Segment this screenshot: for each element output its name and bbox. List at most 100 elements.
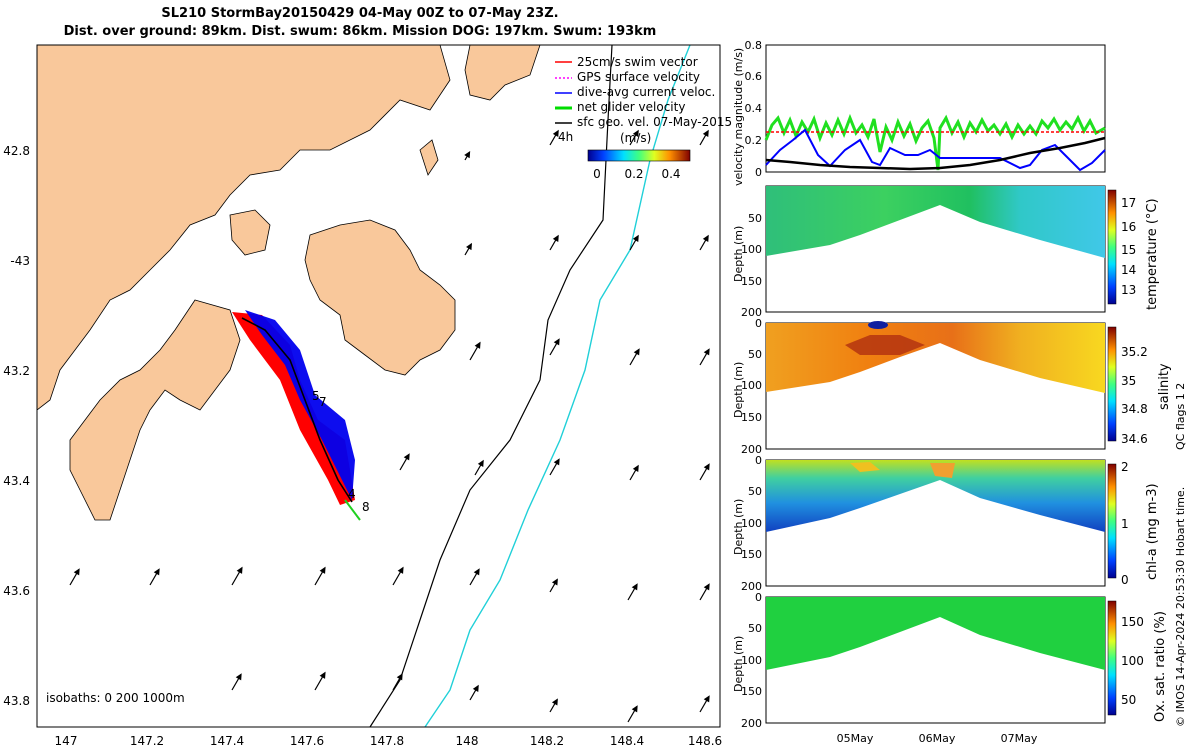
time-tick: 05May <box>837 732 874 745</box>
velocity-ylabel: velocity magnitude (m/s) <box>732 48 745 186</box>
geo-velocity-arrowhead <box>466 242 472 251</box>
depth-tick: 50 <box>748 348 762 361</box>
legend-item: GPS surface velocity <box>577 70 700 84</box>
geo-velocity-arrowhead <box>632 129 639 137</box>
geo-velocity-arrowhead <box>631 583 638 591</box>
geo-velocity-arrowhead <box>552 234 559 242</box>
track-label: 8 <box>362 500 370 514</box>
x-tick: 148.2 <box>530 734 564 748</box>
geo-velocity-arrowhead <box>553 338 560 346</box>
y-tick: 0.8 <box>745 39 763 52</box>
legend-item: dive-avg current veloc. <box>577 85 715 99</box>
geostrophic-velocity-arrows <box>69 129 710 723</box>
depth-tick: 0 <box>755 591 762 604</box>
geo-velocity-arrowhead <box>551 698 558 706</box>
cbar-tick: 17 <box>1121 196 1136 210</box>
depth-labels: Depth (m) Depth (m) Depth (m) Depth (m) <box>732 226 745 692</box>
legend-duration: 4h <box>558 130 573 144</box>
section-colorbar-labels: temperature (°C) salinity chl-a (mg m-3)… <box>1145 198 1187 727</box>
geo-velocity-arrowhead <box>236 566 243 574</box>
salinity-section <box>765 321 1117 450</box>
colorbar-tick: 0.2 <box>624 167 643 181</box>
geo-velocity-arrowhead <box>464 151 471 159</box>
qc-flags-label: QC flags 1 2 <box>1174 383 1187 450</box>
depth-tick: 200 <box>741 443 762 456</box>
geo-velocity-arrowhead <box>397 566 404 574</box>
cbar-tick: 15 <box>1121 243 1136 257</box>
y-tick: 43.8 <box>3 694 30 708</box>
depth-label: Depth (m) <box>732 499 745 555</box>
y-tick: 0 <box>755 166 762 179</box>
depth-tick: 150 <box>741 275 762 288</box>
depth-tick: 100 <box>741 517 762 530</box>
depth-tick: 100 <box>741 379 762 392</box>
geo-velocity-arrowhead <box>235 673 242 681</box>
geo-velocity-arrowhead <box>703 348 710 356</box>
swim-vector-track <box>232 312 355 505</box>
cbar-tick: 14 <box>1121 263 1136 277</box>
y-tick: 0.2 <box>745 134 763 147</box>
isobaths-label: isobaths: 0 200 1000m <box>46 691 185 705</box>
geo-velocity-arrowhead <box>703 463 710 471</box>
geo-velocity-arrowhead <box>703 695 710 703</box>
depth-tick: 0 <box>755 317 762 330</box>
depth-tick: 150 <box>741 685 762 698</box>
cbar-label: salinity <box>1157 363 1172 410</box>
cbar-tick: 2 <box>1121 460 1129 474</box>
geo-velocity-arrowhead <box>551 578 558 586</box>
oxygen-colorbar <box>1107 600 1117 716</box>
depth-ticks: 50 100 150 200 0 50 100 150 200 0 50 100… <box>741 212 762 730</box>
y-tick: 43.6 <box>3 584 30 598</box>
y-tick: 0.6 <box>745 70 763 83</box>
x-tick: 147.8 <box>370 734 404 748</box>
temperature-field <box>766 186 1105 258</box>
geo-velocity-arrowhead <box>553 458 560 466</box>
cbar-tick: 35.2 <box>1121 345 1148 359</box>
oxygen-section <box>765 596 1117 724</box>
depth-tick: 200 <box>741 717 762 730</box>
depth-tick: 50 <box>748 485 762 498</box>
footer: © IMOS 14-Apr-2024 20:53:30 Hobart time. <box>1174 487 1187 727</box>
depth-tick: 100 <box>741 243 762 256</box>
y-tick: 0.4 <box>745 102 763 115</box>
map-y-axis: 42.8 -43 43.2 43.4 43.6 43.8 <box>3 144 30 708</box>
geo-velocity-arrowhead <box>396 673 403 681</box>
cbar-tick: 16 <box>1121 220 1136 234</box>
y-tick: 43.2 <box>3 364 30 378</box>
geo-velocity-arrowhead <box>702 129 709 137</box>
time-tick: 07May <box>1001 732 1038 745</box>
cbar-tick: 150 <box>1121 615 1144 629</box>
colorbar-tick: 0.4 <box>661 167 680 181</box>
colorbar-tick: 0 <box>593 167 601 181</box>
depth-label: Depth (m) <box>732 226 745 282</box>
track-label: 4 <box>348 487 356 501</box>
depth-tick: 100 <box>741 654 762 667</box>
legend-item: sfc geo. vel. 07-May-2015 <box>577 115 732 129</box>
geo-velocity-arrowhead <box>472 684 479 692</box>
geo-velocity-arrowhead <box>632 234 639 242</box>
x-tick: 147.6 <box>290 734 324 748</box>
x-tick: 147.4 <box>210 734 244 748</box>
sfc-geo-velocity-line <box>765 136 1106 171</box>
depth-tick: 200 <box>741 580 762 593</box>
geo-velocity-arrowhead <box>474 341 481 349</box>
y-tick: 42.8 <box>3 144 30 158</box>
cbar-tick: 1 <box>1121 517 1129 531</box>
section-colorbar-ticks: 17 16 15 14 13 35.2 35 34.8 34.6 2 1 0 1… <box>1121 196 1148 707</box>
x-tick: 148 <box>456 734 479 748</box>
time-axis: 05May 06May 07May <box>837 732 1038 745</box>
depth-tick: 150 <box>741 548 762 561</box>
cbar-tick: 100 <box>1121 654 1144 668</box>
depth-label: Depth (m) <box>732 362 745 418</box>
salinity-colorbar <box>1107 326 1117 442</box>
chart-title-line1: SL210 StormBay20150429 04-May 00Z to 07-… <box>161 6 559 21</box>
salinity-field <box>766 323 1105 393</box>
dive-avg-current-line <box>765 128 1106 172</box>
cbar-label: chl-a (mg m-3) <box>1145 483 1160 580</box>
geo-velocity-arrowhead <box>403 453 410 461</box>
geo-velocity-arrowhead <box>319 566 326 574</box>
depth-tick: 200 <box>741 306 762 319</box>
y-tick: -43 <box>10 254 30 268</box>
cbar-tick: 34.6 <box>1121 432 1148 446</box>
chla-field <box>766 460 1105 532</box>
